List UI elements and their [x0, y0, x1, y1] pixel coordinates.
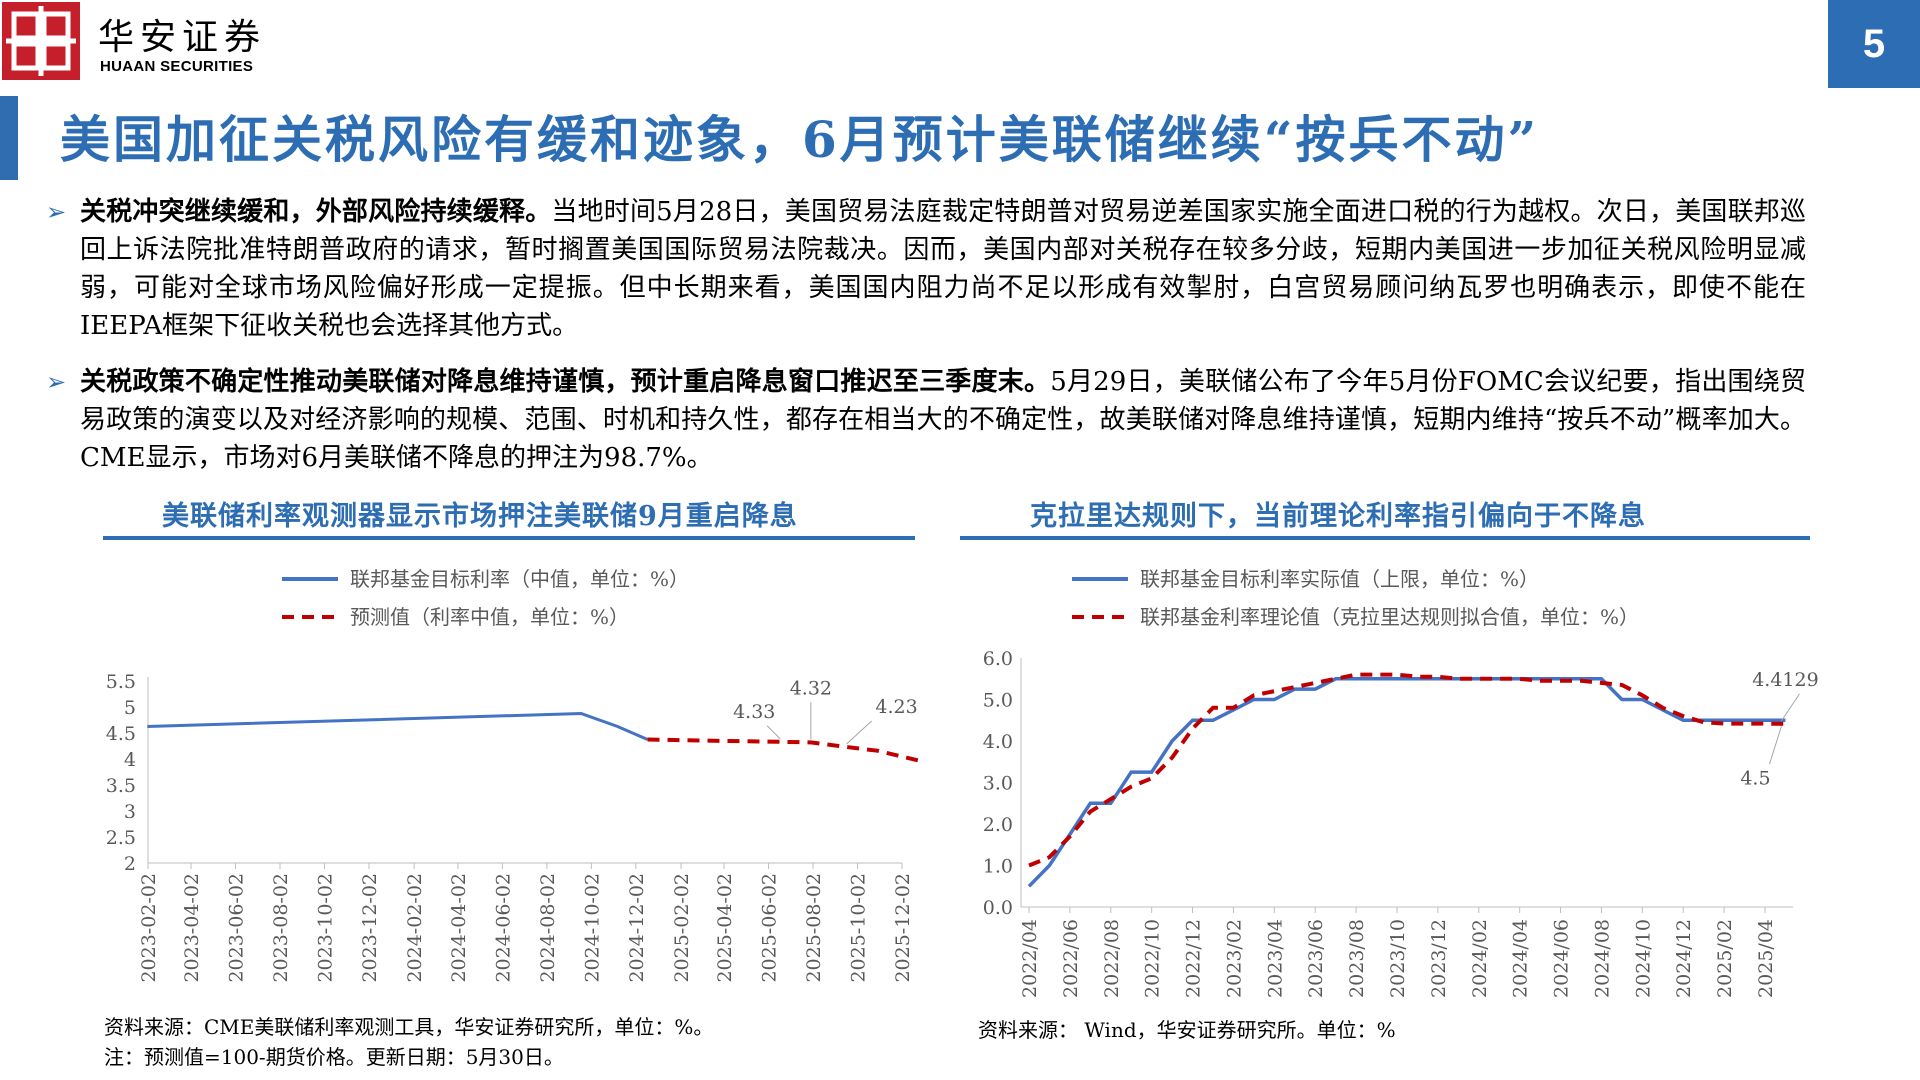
x-tick-label: 2024-12-02	[626, 873, 648, 983]
chart-1-title-rule	[103, 536, 915, 540]
x-tick-label: 2024-02-02	[404, 873, 426, 983]
y-tick-label: 6.0	[983, 648, 1013, 670]
x-tick-label: 2024/04	[1510, 919, 1532, 998]
title-accent-bar	[0, 96, 18, 180]
x-tick-label: 2023-04-02	[181, 873, 203, 983]
y-tick-label: 4.5	[106, 723, 136, 745]
x-tick-label: 2023-12-02	[359, 873, 381, 983]
x-tick-label: 2025/04	[1755, 919, 1777, 998]
x-tick-label: 2023/04	[1264, 919, 1286, 998]
y-tick-label: 2	[124, 853, 136, 875]
brand-name-en: HUAAN SECURITIES	[100, 58, 254, 75]
x-tick-label: 2022/12	[1183, 919, 1205, 998]
bullet-arrow-icon: ➢	[46, 198, 67, 226]
chart-1-source-text: 资料来源：CME美联储利率观测工具，华安证券研究所，单位：%。	[104, 1015, 714, 1039]
bullet-text: 关税政策不确定性推动美联储对降息维持谨慎，预计重启降息窗口推迟至三季度末。5月2…	[80, 363, 1806, 477]
chart-2-source: 资料来源： Wind，华安证券研究所。单位：%	[978, 1015, 1396, 1045]
x-tick-label: 2023-02-02	[138, 873, 160, 983]
y-tick-label: 3.0	[983, 773, 1013, 795]
y-tick-label: 5	[124, 697, 136, 719]
x-tick-label: 2023/02	[1223, 919, 1245, 998]
x-tick-label: 2022/06	[1060, 919, 1082, 998]
data-label-leader	[766, 725, 781, 740]
bullet-lead: 关税政策不确定性推动美联储对降息维持谨慎，预计重启降息窗口推迟至三季度末。	[80, 367, 1051, 397]
chart-1-title: 美联储利率观测器显示市场押注美联储9月重启降息	[162, 501, 798, 532]
chart-2-title-rule	[960, 536, 1810, 540]
x-tick-label: 2024/06	[1551, 919, 1573, 998]
page-title: 美国加征关税风险有缓和迹象，6月预计美联储继续“按兵不动”	[60, 110, 1540, 169]
y-tick-label: 3.5	[106, 775, 136, 797]
series-line-1	[1027, 677, 1786, 888]
x-tick-label: 2022/08	[1101, 919, 1123, 998]
x-tick-label: 2023/10	[1387, 919, 1409, 998]
x-tick-label: 2025-06-02	[759, 873, 781, 983]
x-tick-label: 2025/02	[1714, 919, 1736, 998]
bullet-lead: 关税冲突继续缓和，外部风险持续缓释。	[80, 197, 552, 227]
data-label: 4.33	[733, 701, 775, 723]
legend-label-2: 预测值（利率中值，单位：%）	[350, 605, 629, 629]
y-tick-label: 5.5	[106, 671, 136, 693]
chart-1: 联邦基金目标利率（中值，单位：%） 预测值（利率中值，单位：%） 2 2.5 3 3.5 4…	[106, 567, 924, 983]
x-tick-label: 2024-04-02	[448, 873, 470, 983]
y-tick-label: 3	[124, 801, 136, 823]
y-tick-label: 0.0	[983, 897, 1013, 919]
x-tick-label: 2024-08-02	[537, 873, 559, 983]
x-tick-label: 2024-10-02	[581, 873, 603, 983]
x-tick-label: 2025-04-02	[714, 873, 736, 983]
data-label-leader	[1781, 693, 1800, 722]
x-tick-label: 2023/08	[1346, 919, 1368, 998]
series-line-2	[1028, 672, 1786, 868]
x-tick-label: 2024/08	[1591, 919, 1613, 998]
x-tick-label: 2023/06	[1305, 919, 1327, 998]
y-tick-label: 5.0	[983, 690, 1013, 712]
bullet-body: 当地时间5月28日，美国贸易法庭裁定特朗普对贸易逆差国家实施全面进口税的行为越权…	[80, 197, 1806, 341]
x-tick-label: 2025-08-02	[803, 873, 825, 983]
y-tick-label: 4.0	[983, 731, 1013, 753]
legend-label-2: 联邦基金利率理论值（克拉里达规则拟合值，单位：%）	[1140, 605, 1639, 629]
y-tick-label: 1.0	[983, 856, 1013, 878]
series-line-1	[147, 711, 649, 741]
x-tick-label: 2024/02	[1469, 919, 1491, 998]
page-number: 5	[1828, 0, 1920, 88]
legend-label-1: 联邦基金目标利率实际值（上限，单位：%）	[1140, 567, 1539, 591]
chart-1-note-text: 注：预测值=100-期货价格。更新日期：5月30日。	[104, 1045, 564, 1069]
x-tick-label: 2023-08-02	[270, 873, 292, 983]
bullet-paragraph-1: ➢ 关税冲突继续缓和，外部风险持续缓释。当地时间5月28日，美国贸易法庭裁定特朗…	[46, 193, 1806, 345]
series-line-2	[647, 737, 924, 764]
chart-2: 联邦基金目标利率实际值（上限，单位：%） 联邦基金利率理论值（克拉里达规则拟合值，…	[983, 567, 1819, 998]
legend-label-1: 联邦基金目标利率（中值，单位：%）	[350, 567, 689, 591]
data-label: 4.23	[875, 696, 917, 718]
bullet-body: 5月29日，美联储公布了今年5月份FOMC会议纪要，指出围绕贸易政策的演变以及对…	[80, 367, 1806, 473]
x-tick-label: 2025-02-02	[671, 873, 693, 983]
x-tick-label: 2024/10	[1632, 919, 1654, 998]
data-label-leader	[846, 720, 872, 745]
x-tick-label: 2023-06-02	[226, 873, 248, 983]
huaan-logo-icon	[2, 2, 80, 80]
chart-2-source-text: 资料来源： Wind，华安证券研究所。单位：%	[978, 1018, 1396, 1042]
bullet-arrow-icon: ➢	[46, 368, 67, 396]
x-tick-label: 2022/04	[1019, 919, 1041, 998]
x-tick-label: 2025-12-02	[892, 873, 914, 983]
x-tick-label: 2024-06-02	[492, 873, 514, 983]
chart-1-source: 资料来源：CME美联储利率观测工具，华安证券研究所，单位：%。 注：预测值=10…	[104, 1012, 713, 1072]
data-label: 4.5	[1740, 767, 1770, 789]
y-tick-label: 2.5	[106, 827, 136, 849]
y-tick-label: 2.0	[983, 814, 1013, 836]
data-label-leader	[1768, 726, 1782, 765]
brand-name-cn: 华安证券	[98, 17, 267, 58]
data-label: 4.32	[790, 677, 832, 699]
y-tick-label: 4	[124, 749, 136, 771]
x-tick-label: 2022/10	[1142, 919, 1164, 998]
x-tick-label: 2024/12	[1673, 919, 1695, 998]
bullet-paragraph-2: ➢ 关税政策不确定性推动美联储对降息维持谨慎，预计重启降息窗口推迟至三季度末。5…	[46, 363, 1806, 477]
x-tick-label: 2025-10-02	[848, 873, 870, 983]
x-tick-label: 2023-10-02	[314, 873, 336, 983]
x-tick-label: 2023/12	[1428, 919, 1450, 998]
chart-2-title: 克拉里达规则下，当前理论利率指引偏向于不降息	[1030, 501, 1646, 532]
data-label: 4.4129	[1752, 669, 1818, 691]
bullet-text: 关税冲突继续缓和，外部风险持续缓释。当地时间5月28日，美国贸易法庭裁定特朗普对…	[80, 193, 1806, 345]
